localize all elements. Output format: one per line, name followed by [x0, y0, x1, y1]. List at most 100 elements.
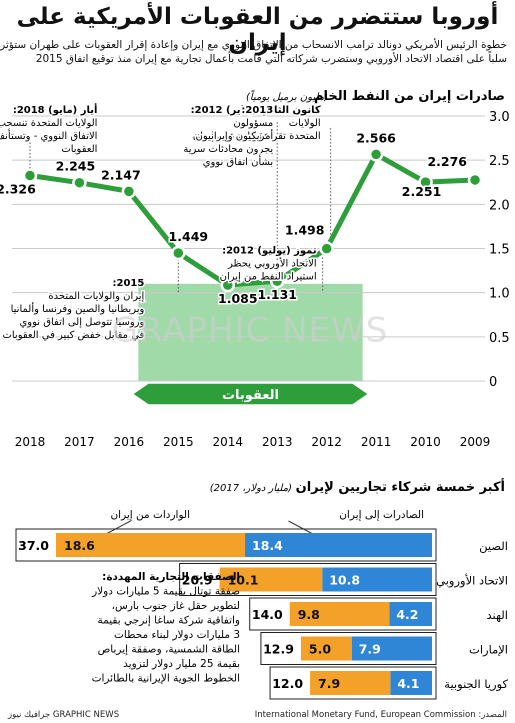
bar-outline [260, 632, 437, 665]
x-tick-label: 2014 [213, 435, 244, 449]
imports-value: 9.8 [298, 607, 320, 622]
exports-value: 4.2 [396, 607, 418, 622]
annotation-line: وروسيا تتوصل إلى اتفاق نووي [19, 317, 144, 328]
annotation-line: يجرون محادثات سرية [183, 144, 273, 155]
deals-box-line: لتطوير حقل غاز جنوب بارس، [112, 600, 240, 612]
annotation-title: تموز (يوليو) 2012: [222, 246, 317, 257]
bar-row: الاتحاد الأوروبي 10.8 10.1 20.9 [179, 563, 508, 596]
annotation-line: الاتحاد الأوروبي يحظر [227, 257, 317, 270]
bar-chart-title: أكبر خمسة شركاء تجاريين لإيران [296, 478, 505, 495]
annotation-line: في مقابل خفض كبير في العقوبات [2, 330, 144, 341]
bar-outline [15, 528, 437, 562]
data-point [319, 241, 334, 256]
credit-note: جرافيك نيوز GRAPHIC NEWS [8, 710, 120, 720]
imports-bar [300, 636, 352, 661]
data-point [22, 168, 38, 183]
x-tick-label: 2012 [311, 435, 342, 449]
data-label: 1.498 [285, 223, 325, 238]
annotation-title: أيار (مايو) 2018: [13, 103, 98, 116]
oil-exports-line [29, 151, 476, 288]
annotation-line: الولايات [289, 118, 321, 129]
imports-bar [310, 671, 391, 695]
deals-box-line: الطاقة الشمسية، وصفقة إيرباص [98, 644, 240, 656]
exports-value: 10.8 [329, 573, 360, 588]
watermark: GRAPHIC NEWS [112, 310, 389, 350]
x-tick-label: 2011 [361, 435, 392, 449]
deals-box-line: واتفاقية شركة ساغا إنرجي بقيمة [98, 615, 240, 627]
data-label: 2.147 [101, 167, 141, 182]
deals-box-line: صفقة توتال بقيمة 5 مليارات دولار [91, 586, 240, 598]
annotation-jan2012: كانون الثاني (يناير) 2012: الولايات المتحد… [189, 104, 322, 144]
exports-bar [389, 602, 432, 626]
total-value: 12.0 [272, 676, 303, 691]
data-point [171, 245, 186, 261]
subtitle-line-2: سلباً على اقتصاد الاتحاد الأوروبي وستضرب… [35, 53, 507, 65]
category-label: الاتحاد الأوروبي [436, 574, 508, 589]
y-tick-label: 0.5 [489, 331, 510, 346]
x-tick-label: 2016 [114, 435, 145, 449]
annotation-line: إيران والولايات المتحدة [48, 291, 144, 302]
imports-value: 5.0 [309, 642, 331, 657]
bar-row: كوريا الجنوبية 4.1 7.9 12.0 [269, 666, 509, 700]
y-tick-label: 3.0 [489, 110, 510, 125]
x-tick-label: 2010 [410, 435, 441, 449]
annotation-jul2012: تموز (يوليو) 2012:الاتحاد الأوروبي يحظر ا… [218, 244, 318, 284]
source-note: المصدر: International Monetary Fund, Eur… [254, 710, 507, 720]
x-tick-label: 2009 [460, 435, 491, 449]
deals-box-line: 3 مليارات دولار لبناء محطات [114, 629, 240, 641]
data-point [72, 175, 87, 190]
sanctions-label: العقوبات [131, 382, 370, 406]
bar-row: الهند 4.2 9.8 14.0 [249, 597, 508, 631]
subtitle-line-1: خطوة الرئيس الأمريكي دونالد ترامب الانسح… [0, 39, 507, 51]
legend-exports: الصادرات إلى إيران [339, 509, 424, 521]
bar-outline [269, 666, 437, 700]
y-tick-label: 2.5 [489, 154, 510, 169]
data-label: 2.566 [356, 130, 396, 145]
annotation-title: 2015: [112, 278, 144, 289]
category-label: الصين [479, 539, 508, 554]
data-point [220, 277, 236, 293]
legend-imports: الواردات من إيران [110, 509, 190, 521]
x-tick-label: 2013 [262, 435, 293, 449]
subtitle: خطوة الرئيس الأمريكي دونالد ترامب الانسح… [0, 38, 507, 66]
sanctions-band [138, 283, 363, 381]
annotation-line: استيراد النفط من إيران [220, 272, 317, 283]
annotation-line: الاتفاق النووي - وتستأنف [0, 128, 97, 142]
category-label: كوريا الجنوبية [444, 677, 508, 692]
annotation-line: أمريكيون وإيرانيون [196, 129, 274, 142]
x-tick-label: 2015 [163, 435, 194, 449]
imports-value: 18.6 [64, 538, 95, 553]
bar-row: الإمارات 7.9 5.0 12.9 [260, 632, 508, 665]
exports-value: 7.9 [359, 642, 381, 657]
exports-value: 4.1 [397, 676, 419, 691]
data-label: 2.245 [56, 159, 96, 174]
exports-bar [351, 636, 432, 661]
category-label: الإمارات [469, 643, 508, 658]
data-label: 1.449 [169, 229, 209, 244]
total-value: 20.9 [182, 573, 213, 588]
annotation-line: بشأن اتفاق نووي [203, 154, 273, 168]
exports-bar [322, 567, 432, 592]
deals-box: الصفقات التجارية المهددة: صفقة توتال بقيم… [91, 571, 240, 685]
data-point [269, 273, 285, 289]
imports-bar [289, 602, 390, 626]
data-label: 2.276 [427, 154, 467, 169]
annotation-may2018: أيار (مايو) 2018: الولايات المتحدة تنسحب … [0, 102, 99, 157]
deals-box-line: الخطوط الجوية الإيرانية بالطائرات [92, 673, 240, 685]
annotation-line: العقوبات [61, 144, 97, 155]
annotation-line: وبريطانيا والصين وفرنسا وألمانيا [11, 302, 145, 315]
annotation-line: المتحدة تقر عقوبات على إيران [193, 131, 321, 142]
line-chart-title: صادرات إيران من النفط الخام [314, 89, 505, 104]
data-label: 2.251 [402, 184, 442, 199]
total-value: 37.0 [18, 538, 49, 553]
data-point [368, 147, 384, 162]
exports-value: 18.4 [252, 538, 283, 553]
data-point [467, 172, 483, 188]
y-tick-label: 1.0 [489, 287, 510, 302]
imports-value: 7.9 [318, 676, 340, 691]
imports-value: 10.1 [228, 573, 259, 588]
annotation-title: كانون الثاني (يناير) 2012: [191, 105, 321, 116]
y-tick-label: 1.5 [489, 243, 510, 258]
line-chart-unit: (مليون برميل يومياً) [246, 89, 328, 103]
